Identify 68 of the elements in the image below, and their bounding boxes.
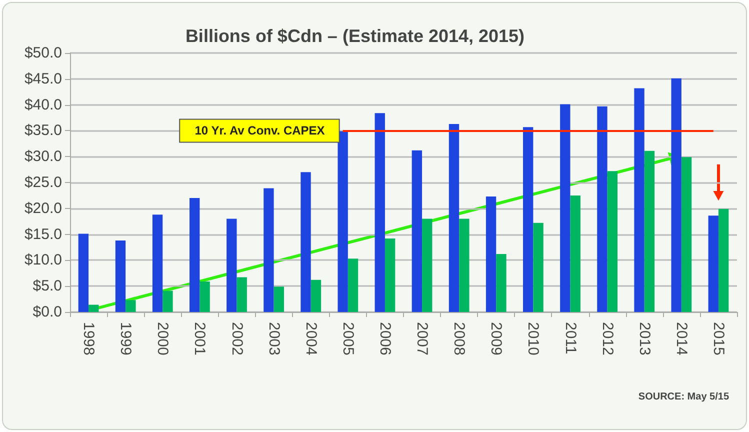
bar: [264, 188, 274, 312]
source-note: SOURCE: May 5/15: [638, 392, 730, 402]
y-tick-label: $35.0: [24, 122, 62, 140]
x-tick-label: 2012: [598, 322, 616, 356]
x-tick-label: 2013: [636, 322, 653, 356]
bar: [412, 150, 422, 312]
bar: [78, 234, 89, 312]
y-tick-label: $10.0: [24, 252, 62, 269]
y-tick-label: $30.0: [24, 148, 62, 166]
y-tick-label: $5.0: [32, 278, 62, 295]
bar: [644, 150, 655, 312]
y-tick-label: $40.0: [24, 96, 62, 114]
y-tick-label: $45.0: [24, 70, 62, 88]
y-tick-label: $0.0: [32, 304, 62, 320]
bar: [115, 240, 126, 312]
bar: [681, 157, 692, 312]
x-tick-label: 2003: [265, 322, 282, 356]
x-tick-label: 2009: [488, 322, 505, 356]
bar: [374, 113, 385, 312]
y-tick-label: $15.0: [24, 226, 62, 243]
chart-title: Billions of $Cdn – (Estimate 2014, 2015): [185, 26, 525, 46]
bar: [384, 238, 396, 312]
bar: [570, 195, 580, 312]
bar: [126, 300, 136, 312]
bar: [496, 254, 506, 312]
ref-line-label: 10 Yr. Av Conv. CAPEX: [194, 124, 325, 138]
bar: [718, 208, 729, 312]
bar: [634, 88, 644, 312]
bar: [88, 304, 99, 312]
bar: [300, 172, 311, 312]
x-tick-label: 2015: [710, 322, 727, 356]
bar: [597, 106, 608, 312]
bar: [523, 127, 534, 312]
bar: [607, 171, 618, 312]
y-tick-label: $50.0: [24, 44, 62, 62]
x-tick-label: 2014: [672, 322, 690, 356]
bar: [200, 281, 210, 312]
y-tick-label: $25.0: [24, 174, 62, 191]
x-tick-label: 2001: [191, 322, 208, 356]
x-tick-label: 2005: [339, 322, 356, 356]
bar: [671, 78, 682, 312]
x-tick-label: 1998: [80, 322, 98, 356]
x-tick-label: 2010: [524, 322, 542, 356]
bar: [708, 216, 718, 312]
x-tick-label: 2011: [562, 322, 579, 354]
x-tick-label: 2006: [376, 322, 394, 356]
bar: [226, 218, 237, 312]
x-tick-label: 2004: [302, 322, 320, 356]
bar: [162, 290, 173, 312]
x-tick-label: 2007: [414, 322, 431, 356]
bar: [190, 198, 200, 312]
bar: [560, 104, 570, 312]
bar: [310, 280, 322, 312]
bar: [348, 258, 358, 312]
bar: [274, 286, 284, 312]
bar: [338, 131, 348, 312]
x-tick-label: 2000: [154, 322, 172, 356]
bar: [533, 222, 544, 312]
y-tick-label: $20.0: [24, 200, 62, 217]
bar: [422, 218, 432, 312]
bar: [486, 196, 496, 312]
bar: [459, 218, 470, 312]
bar: [236, 277, 247, 312]
x-tick-label: 2002: [228, 322, 246, 356]
bar: [448, 124, 460, 312]
x-tick-label: 2008: [450, 322, 468, 356]
x-tick-label: 1999: [117, 322, 134, 356]
bar: [152, 214, 163, 312]
